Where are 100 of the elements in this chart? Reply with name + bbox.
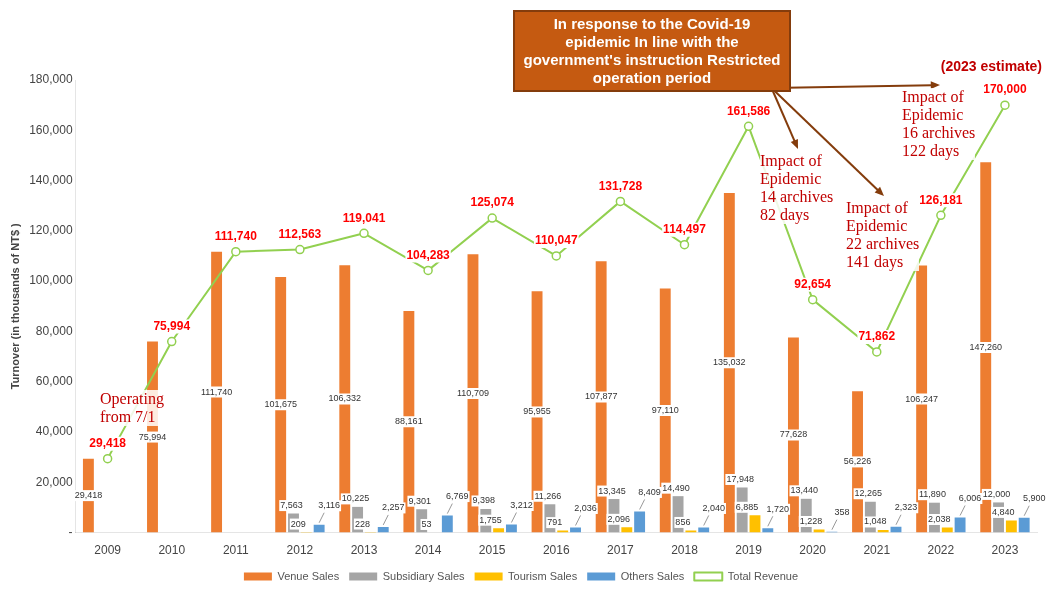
data-label: 14,490: [662, 482, 690, 493]
data-label: 125,074: [470, 195, 515, 210]
data-label: 6,006: [958, 492, 982, 503]
data-label: 97,110: [651, 405, 679, 415]
data-label: 29,418: [89, 435, 127, 450]
y-tick-label: 120,000: [29, 223, 73, 238]
x-tick-label: 2017: [607, 543, 635, 558]
data-label: 2,040: [702, 502, 725, 513]
bar: [685, 530, 697, 533]
point: [423, 265, 433, 276]
data-label: 29,418: [74, 490, 103, 501]
data-label: 358: [834, 507, 850, 518]
data-label: 7,563: [280, 500, 303, 511]
data-label: 114,497: [663, 222, 707, 237]
data-label: 1,720: [766, 503, 790, 514]
point: [166, 336, 177, 347]
data-label: 135,032: [713, 357, 746, 368]
data-label: 2,036: [574, 502, 597, 513]
point: [679, 239, 690, 250]
annotation: In response to the Covid-19 epidemic In line with the government's instruction Restricted operation period: [513, 10, 791, 92]
x-tick-label: 2016: [542, 543, 570, 558]
bar: [570, 527, 581, 533]
bar: [1005, 520, 1017, 533]
bar: [749, 515, 761, 533]
x-tick-label: 2020: [799, 543, 827, 558]
bar: [762, 528, 774, 533]
data-label: 92,654: [794, 276, 832, 291]
legend-label: Others Sales: [620, 569, 685, 582]
data-label: 111,740: [214, 228, 258, 243]
data-label: 101,675: [264, 399, 297, 410]
point: [615, 196, 626, 207]
point: [295, 244, 305, 255]
bar: [441, 515, 453, 533]
data-label: 170,000: [983, 82, 1027, 97]
y-tick-label: 100,000: [29, 273, 73, 288]
data-label: 9,398: [472, 495, 496, 506]
point: [551, 251, 562, 261]
data-label: 1,228: [799, 516, 823, 526]
x-tick-label: 2014: [414, 543, 442, 558]
annotation: Impact of Epidemic 14 archives 82 days: [760, 152, 834, 224]
data-label: 11,266: [534, 490, 562, 501]
data-label: 13,345: [598, 485, 626, 496]
data-label: 56,226: [843, 456, 872, 467]
y-tick-label: -: [68, 524, 73, 539]
data-label: 110,047: [534, 233, 578, 248]
text: (2023 estimate): [940, 58, 1042, 74]
point: [872, 347, 882, 357]
annotation: Operating from 7/1: [100, 390, 164, 426]
data-label: 10,225: [341, 493, 370, 504]
y-tick-label: 140,000: [29, 172, 73, 187]
point: [807, 294, 818, 305]
legend-label: Venue Sales: [277, 569, 340, 582]
y-tick-label: 20,000: [35, 474, 73, 489]
annotation: Impact of Epidemic 22 archives 141 days: [846, 199, 920, 271]
bar: [1018, 517, 1030, 533]
y-tick-label: 60,000: [35, 374, 73, 389]
data-label: 71,862: [858, 329, 896, 344]
data-label: 17,948: [726, 473, 754, 484]
legend-label: Total Revenue: [727, 569, 799, 582]
data-label: 1,048: [863, 516, 887, 527]
x-tick-label: 2010: [158, 543, 186, 558]
data-label: 856: [675, 516, 691, 527]
data-label: 77,628: [779, 429, 808, 440]
data-label: 112,563: [278, 226, 322, 241]
bar: [954, 517, 966, 533]
data-label: 13,440: [790, 485, 819, 496]
legend-label: Tourism Sales: [508, 569, 578, 582]
y-tick-label: 180,000: [29, 72, 73, 87]
data-label: 75,994: [153, 318, 191, 333]
data-label: 1,755: [479, 514, 502, 525]
data-label: 147,260: [969, 341, 1002, 352]
data-label: 228: [354, 518, 370, 529]
x-tick-label: 2023: [991, 543, 1019, 558]
x-tick-label: 2015: [478, 543, 506, 558]
bar: [621, 527, 633, 533]
data-label: 9,301: [408, 495, 431, 506]
data-label: 75,994: [138, 431, 167, 442]
point: [743, 121, 754, 132]
bar: [941, 527, 953, 533]
x-tick-label: 2013: [350, 543, 378, 558]
data-label: 6,769: [446, 491, 469, 502]
data-label: 106,247: [905, 393, 938, 404]
x-tick-label: 2021: [863, 543, 891, 558]
point: [936, 210, 946, 221]
point: [1000, 100, 1010, 110]
data-label: 161,586: [726, 103, 771, 118]
bar: [493, 528, 505, 533]
x-tick-label: 2012: [286, 543, 314, 558]
data-label: 209: [290, 518, 306, 529]
data-label: 2,257: [381, 502, 405, 513]
x-tick-label: 2011: [222, 543, 250, 558]
bar: [634, 511, 646, 533]
data-label: 4,840: [992, 506, 1015, 517]
data-label: 2,038: [928, 513, 951, 524]
data-label: 2,323: [894, 502, 918, 513]
data-label: 107,877: [584, 391, 618, 402]
point: [102, 453, 113, 464]
data-label: 126,181: [919, 192, 963, 207]
data-label: 8,409: [638, 486, 661, 497]
x-tick-label: 2019: [735, 543, 763, 558]
